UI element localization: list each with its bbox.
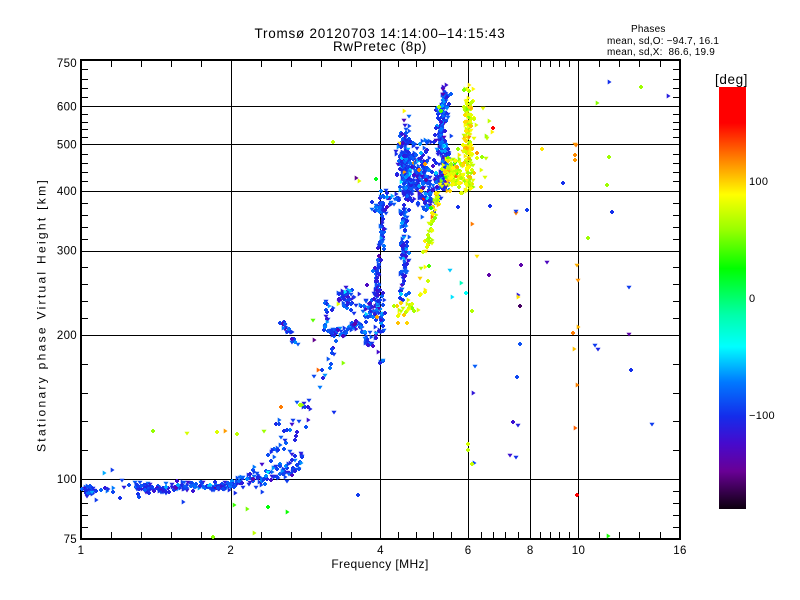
svg-text:8: 8 (527, 545, 534, 557)
svg-text:400: 400 (57, 186, 77, 198)
svg-text:600: 600 (57, 101, 77, 113)
svg-text:500: 500 (57, 139, 77, 151)
svg-text:100: 100 (749, 176, 768, 188)
svg-text:1: 1 (78, 545, 85, 557)
svg-text:75: 75 (64, 534, 77, 546)
svg-text:750: 750 (57, 58, 77, 70)
svg-text:−100: −100 (749, 410, 775, 422)
svg-text:RwPretec (8p): RwPretec (8p) (333, 39, 427, 54)
svg-text:0: 0 (749, 293, 755, 305)
svg-text:mean, sd,O: −94.7, 16.1: mean, sd,O: −94.7, 16.1 (607, 36, 719, 47)
svg-text:16: 16 (673, 545, 686, 557)
svg-text:Phases: Phases (631, 24, 666, 35)
svg-text:6: 6 (465, 545, 472, 557)
svg-text:Tromsø 20120703 14:14:00–14:15: Tromsø 20120703 14:14:00–14:15:43 (255, 26, 506, 41)
svg-text:mean, sd,X: 86.6, 19.9: mean, sd,X: 86.6, 19.9 (607, 47, 715, 58)
svg-text:4: 4 (377, 545, 384, 557)
svg-text:10: 10 (572, 545, 585, 557)
svg-text:200: 200 (57, 330, 77, 342)
svg-text:Frequency [MHz]: Frequency [MHz] (331, 557, 428, 571)
svg-text:[deg]: [deg] (715, 72, 748, 87)
svg-text:Stationary phase Virtual Heigh: Stationary phase Virtual Height [km] (35, 178, 49, 452)
svg-text:300: 300 (57, 246, 77, 258)
svg-text:2: 2 (227, 545, 234, 557)
svg-text:100: 100 (57, 474, 77, 486)
